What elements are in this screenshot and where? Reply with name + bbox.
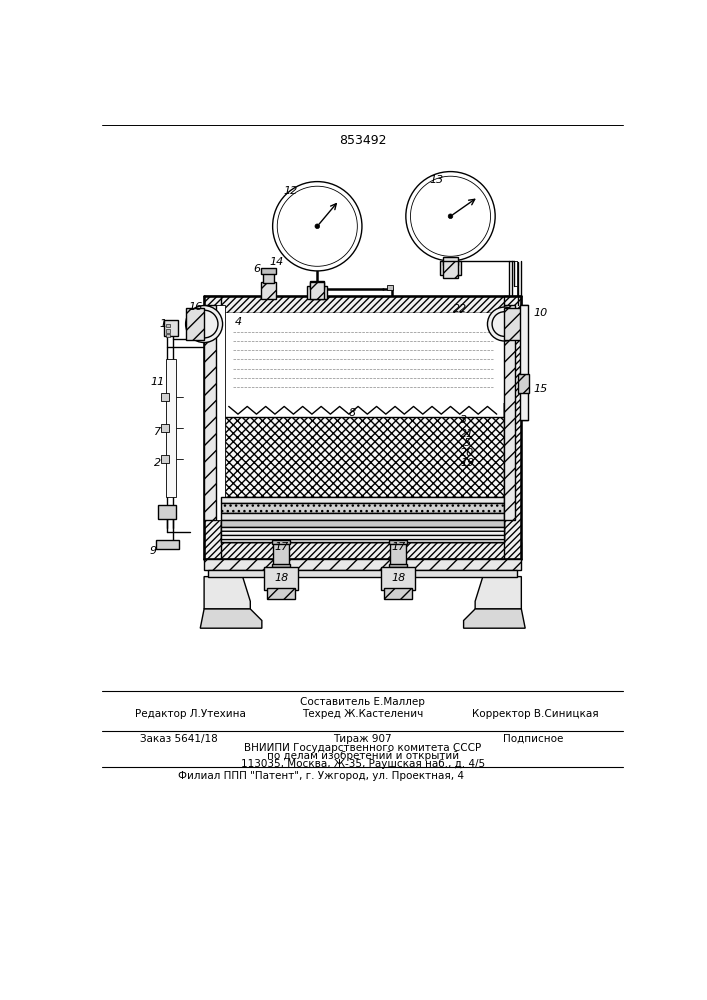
- Bar: [520, 305, 527, 420]
- Bar: [208, 570, 518, 577]
- Text: Филиал ППП "Патент", г. Ужгород, ул. Проектная, 4: Филиал ППП "Патент", г. Ужгород, ул. Про…: [178, 771, 464, 781]
- Bar: [156, 540, 179, 549]
- Ellipse shape: [315, 224, 320, 229]
- Bar: [267, 588, 295, 599]
- Text: 13: 13: [430, 175, 444, 185]
- Text: 2: 2: [154, 458, 161, 468]
- Bar: [221, 503, 504, 513]
- Bar: [440, 261, 461, 275]
- Bar: [161, 455, 169, 463]
- Text: 20: 20: [460, 448, 474, 458]
- Text: 3: 3: [460, 415, 467, 425]
- Bar: [165, 334, 170, 337]
- Polygon shape: [200, 609, 262, 628]
- Text: 18: 18: [391, 573, 405, 583]
- Bar: [310, 281, 325, 289]
- Bar: [518, 374, 529, 393]
- Bar: [272, 540, 291, 544]
- Bar: [504, 296, 521, 559]
- Text: Корректор В.Синицкая: Корректор В.Синицкая: [472, 709, 599, 719]
- Text: 15: 15: [534, 384, 548, 394]
- Ellipse shape: [492, 312, 517, 336]
- Text: 4: 4: [235, 317, 242, 327]
- Bar: [504, 308, 521, 340]
- Ellipse shape: [448, 214, 452, 219]
- Bar: [443, 257, 458, 265]
- Bar: [308, 286, 327, 299]
- Text: Редактор Л.Утехина: Редактор Л.Утехина: [135, 709, 245, 719]
- Text: 113035, Москва, Ж-35, Раушская наб., д. 4/5: 113035, Москва, Ж-35, Раушская наб., д. …: [240, 759, 485, 769]
- Polygon shape: [204, 577, 250, 609]
- Bar: [221, 513, 504, 520]
- Text: 19: 19: [460, 458, 474, 468]
- Text: Заказ 5641/18: Заказ 5641/18: [140, 734, 218, 744]
- Text: 7: 7: [154, 427, 161, 437]
- Bar: [261, 282, 276, 299]
- Text: 14: 14: [269, 257, 284, 267]
- Ellipse shape: [190, 310, 218, 338]
- Bar: [385, 588, 412, 599]
- Bar: [390, 542, 406, 565]
- Text: 17: 17: [274, 542, 288, 552]
- Bar: [274, 542, 288, 565]
- Bar: [204, 305, 216, 520]
- Bar: [264, 271, 274, 283]
- Bar: [221, 520, 504, 527]
- Bar: [161, 393, 169, 401]
- Polygon shape: [464, 609, 525, 628]
- Bar: [204, 296, 521, 312]
- Bar: [310, 282, 325, 299]
- Bar: [221, 312, 504, 403]
- Bar: [261, 268, 276, 274]
- Bar: [216, 305, 225, 520]
- Bar: [221, 312, 504, 542]
- Bar: [158, 505, 176, 519]
- Text: 6: 6: [254, 264, 261, 274]
- Text: 8: 8: [349, 408, 356, 418]
- Text: 1: 1: [159, 319, 166, 329]
- Bar: [165, 329, 170, 333]
- Text: 9: 9: [150, 546, 157, 556]
- Ellipse shape: [406, 172, 495, 261]
- Bar: [221, 497, 504, 503]
- Ellipse shape: [273, 182, 362, 271]
- Bar: [161, 424, 169, 432]
- Bar: [204, 296, 221, 559]
- Text: 853492: 853492: [339, 134, 387, 147]
- Bar: [389, 540, 407, 544]
- Text: 10: 10: [534, 308, 548, 318]
- Text: 17: 17: [391, 542, 405, 552]
- Bar: [387, 285, 393, 290]
- Bar: [204, 542, 521, 559]
- Text: Техред Ж.Кастеленич: Техред Ж.Кастеленич: [302, 709, 423, 719]
- Text: Подписное: Подписное: [503, 734, 563, 744]
- Text: ВНИИПИ Государственного комитета СССР: ВНИИПИ Государственного комитета СССР: [244, 743, 481, 753]
- Text: 21: 21: [460, 429, 474, 439]
- Ellipse shape: [186, 306, 223, 343]
- Text: 18: 18: [274, 573, 288, 583]
- Bar: [164, 320, 178, 336]
- Bar: [443, 261, 458, 278]
- Text: 22: 22: [452, 304, 467, 314]
- Text: Тираж 907: Тираж 907: [334, 734, 392, 744]
- Bar: [221, 527, 504, 542]
- Text: 12: 12: [284, 186, 298, 196]
- Bar: [165, 324, 170, 327]
- Bar: [221, 417, 504, 497]
- Polygon shape: [475, 577, 521, 609]
- Text: Составитель Е.Маллер: Составитель Е.Маллер: [300, 697, 425, 707]
- Bar: [381, 567, 415, 590]
- Text: 5: 5: [464, 438, 471, 448]
- Bar: [389, 564, 407, 567]
- Bar: [264, 567, 298, 590]
- Text: 11: 11: [151, 377, 165, 387]
- Bar: [504, 305, 515, 520]
- Bar: [204, 559, 521, 570]
- Text: 16: 16: [189, 302, 203, 312]
- Bar: [272, 564, 291, 567]
- Text: по делам изобретений и открытий: по делам изобретений и открытий: [267, 751, 459, 761]
- Bar: [165, 359, 176, 497]
- Ellipse shape: [487, 307, 521, 341]
- Bar: [186, 308, 204, 340]
